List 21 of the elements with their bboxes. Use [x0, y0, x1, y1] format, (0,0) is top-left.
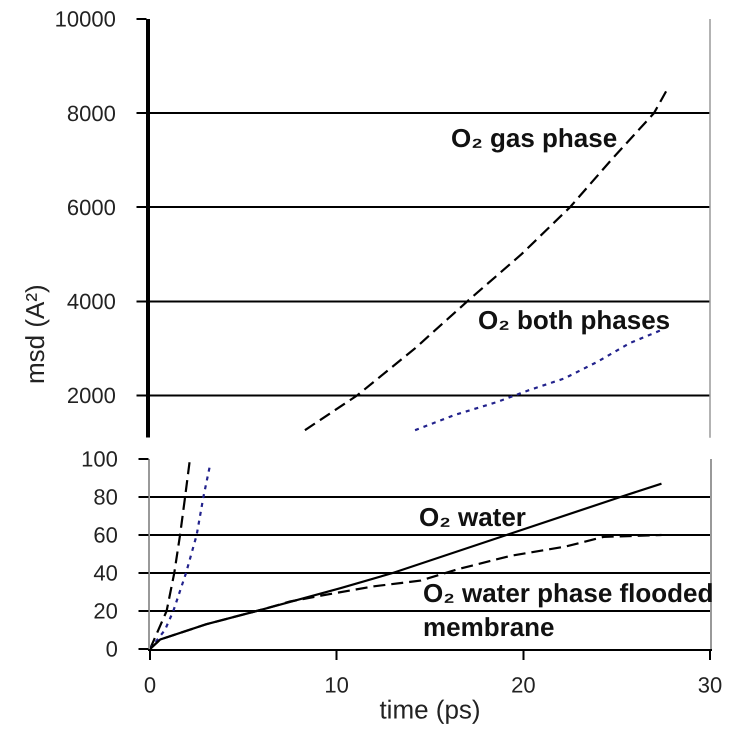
y-tick-label: 0 — [106, 636, 118, 662]
x-axis-title: time (ps) — [379, 694, 481, 725]
y-tick-label: 4000 — [66, 288, 116, 314]
x-tick-label: 20 — [511, 672, 536, 698]
x-tick-label: 30 — [698, 672, 722, 698]
y-tick-label: 100 — [81, 446, 118, 472]
series-label: O₂ gas phase — [451, 123, 618, 153]
x-tick-label: 10 — [324, 672, 349, 698]
y-axis-title: msd (A²) — [20, 284, 50, 384]
y-tick-label: 8000 — [66, 100, 116, 126]
series-label: O₂ water phase flooded membrane — [423, 578, 714, 642]
y-tick-label: 6000 — [66, 194, 116, 220]
y-tick-label: 10000 — [54, 6, 116, 32]
y-tick-label: 80 — [93, 484, 118, 510]
y-tick-label: 20 — [93, 598, 118, 624]
series-label: O₂ water — [419, 502, 526, 532]
x-tick-label: 0 — [144, 672, 156, 698]
y-tick-label: 60 — [93, 522, 118, 548]
series-label: O₂ both phases — [478, 305, 670, 335]
y-tick-label: 2000 — [66, 383, 116, 408]
y-tick-label: 40 — [93, 560, 118, 586]
